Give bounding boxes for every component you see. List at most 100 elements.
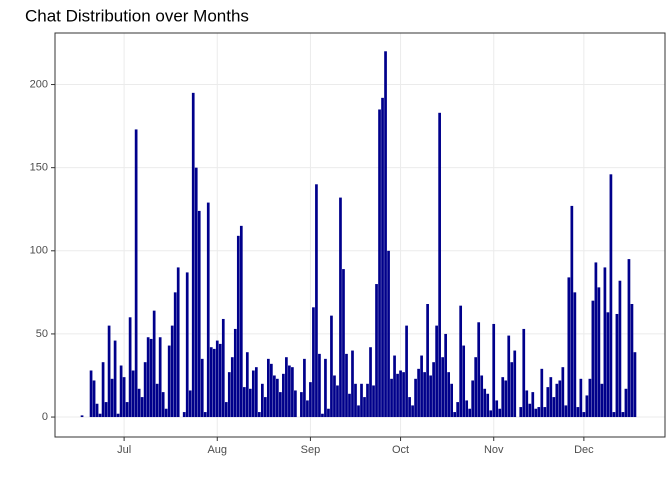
bar (185, 272, 189, 418)
bar (191, 92, 195, 418)
bar (291, 367, 294, 418)
bar (200, 358, 204, 418)
bar (294, 390, 297, 418)
axes: 0 50 100 150 200 Jul Aug Sep Oct Nov Dec (30, 78, 595, 455)
bar (528, 403, 532, 418)
bar (462, 345, 466, 418)
bar (131, 370, 135, 418)
bar (215, 340, 219, 418)
bar (300, 392, 303, 418)
bar (465, 400, 469, 418)
bar (188, 390, 192, 418)
bar (537, 407, 541, 418)
bar (417, 368, 420, 418)
bar (143, 362, 147, 418)
bar (618, 280, 622, 418)
bar (327, 408, 330, 418)
bar (273, 375, 276, 418)
bar (342, 269, 345, 418)
x-tick-label: Jul (117, 444, 131, 456)
bar (438, 112, 441, 418)
bar (393, 355, 396, 418)
bar (381, 97, 384, 418)
bar (92, 380, 96, 418)
bar (585, 395, 589, 418)
bar (245, 352, 249, 418)
bar (330, 315, 333, 418)
bar (450, 383, 454, 418)
bar (429, 375, 432, 418)
bar (233, 328, 237, 418)
bar (372, 385, 375, 418)
bar (420, 355, 423, 418)
x-tick-label: Dec (574, 444, 594, 456)
bar (251, 370, 255, 418)
bar (588, 378, 592, 418)
bar (612, 412, 616, 418)
bar (194, 167, 198, 418)
bar (540, 368, 544, 418)
bar (369, 347, 372, 418)
x-tick-label: Nov (484, 444, 504, 456)
bar (140, 397, 144, 418)
x-tick-label: Aug (207, 444, 227, 456)
bar (209, 347, 213, 418)
bar (402, 372, 405, 418)
bar (158, 337, 162, 418)
bar (122, 377, 126, 418)
bar (453, 412, 457, 418)
bar (155, 383, 159, 418)
bar (230, 357, 234, 418)
bar (561, 367, 565, 418)
bar (254, 367, 258, 418)
bar (339, 197, 342, 418)
y-tick-label: 100 (30, 245, 48, 257)
y-tick-label: 50 (36, 328, 48, 340)
bar (125, 402, 129, 418)
bar (227, 372, 231, 418)
bar (483, 388, 487, 418)
bar (468, 408, 472, 418)
bar (95, 403, 99, 418)
bar (197, 210, 201, 418)
bar (498, 408, 502, 418)
bar (260, 383, 264, 418)
bar (176, 267, 180, 418)
bar (534, 408, 538, 418)
bar (447, 372, 450, 418)
bar (477, 322, 481, 418)
bar (558, 380, 562, 418)
bar (282, 373, 285, 418)
bar (146, 337, 150, 418)
bar (495, 400, 499, 418)
bar (375, 284, 378, 418)
bar (218, 343, 222, 418)
bar (161, 392, 165, 418)
bar (480, 375, 484, 418)
bar (303, 358, 306, 418)
bar (627, 259, 631, 418)
bar (474, 357, 478, 418)
bar (582, 412, 586, 418)
bar (396, 373, 399, 418)
x-tick-label: Sep (301, 444, 321, 456)
y-tick-label: 0 (42, 411, 48, 423)
bar (555, 383, 559, 418)
bar (224, 402, 228, 418)
bar (270, 363, 273, 418)
bar (594, 262, 598, 418)
bar (212, 348, 216, 418)
bar (324, 358, 327, 418)
bar (441, 357, 444, 418)
bar (519, 407, 523, 418)
bar (573, 292, 577, 418)
bar (321, 413, 324, 418)
bar (522, 328, 526, 418)
bar (306, 400, 309, 418)
bar (444, 333, 447, 418)
bar (546, 387, 550, 418)
bar (492, 323, 496, 418)
bar (221, 318, 225, 418)
